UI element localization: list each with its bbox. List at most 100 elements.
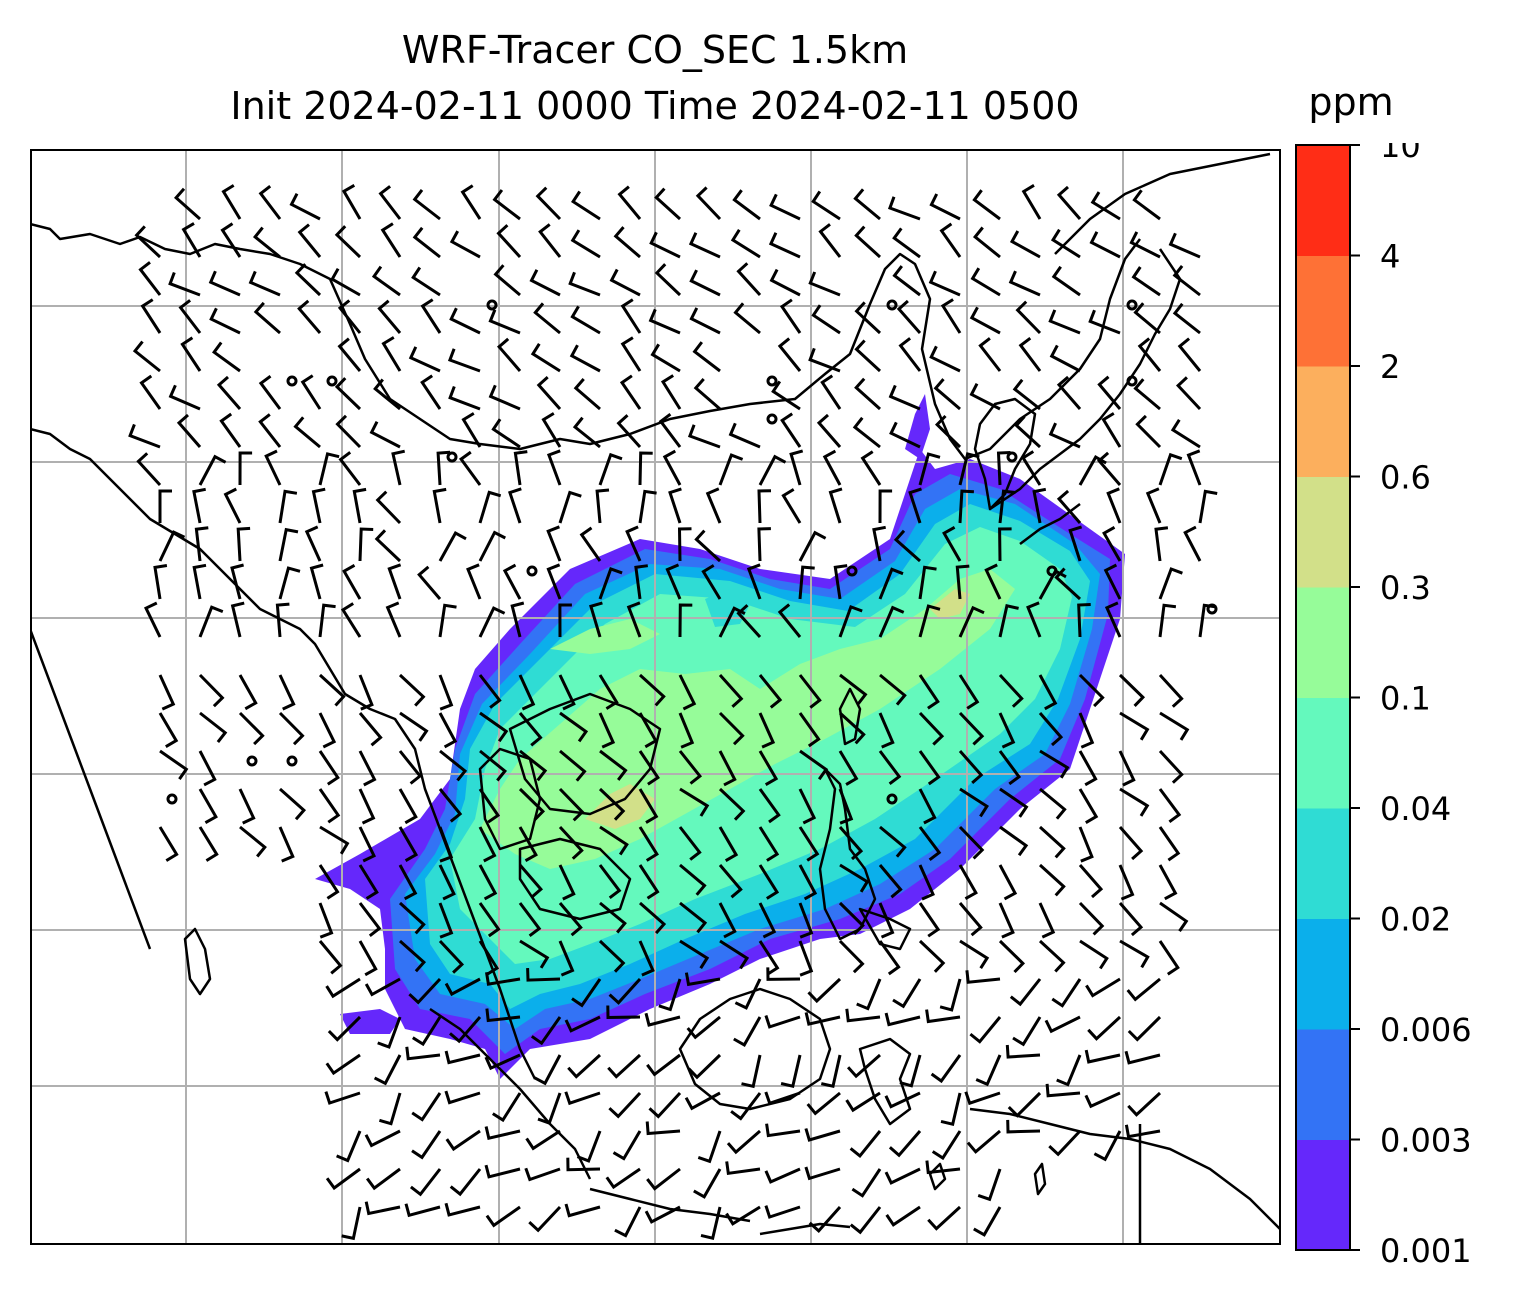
wind-barb (998, 750, 1022, 786)
wind-barb (1124, 1124, 1161, 1139)
colorbar-swatch (1296, 1029, 1350, 1140)
wind-barb (364, 977, 401, 997)
wind-barb (758, 826, 780, 862)
wind-barb (771, 380, 801, 411)
wind-barb (925, 1160, 961, 1175)
wind-barb-calm (886, 299, 898, 311)
wind-barb (318, 452, 340, 486)
wind-barb (878, 750, 902, 785)
wind-barb (689, 269, 721, 297)
wind-barb (638, 750, 660, 786)
wind-barb (764, 1015, 801, 1029)
wind-barb (845, 1008, 881, 1023)
wind-barb (438, 788, 463, 823)
wind-barb (598, 674, 619, 710)
wind-barb (530, 1016, 562, 1046)
wind-barb (1198, 603, 1217, 638)
wind-barb (845, 1091, 881, 1113)
wind-barb (1118, 826, 1144, 861)
wind-barb (798, 788, 817, 825)
wind-barb (1018, 337, 1042, 372)
wind-barb (889, 421, 921, 449)
wind-barb (608, 1091, 642, 1119)
wind-barb-calm (326, 375, 338, 387)
wind-barb (701, 564, 722, 600)
wind-barb (998, 604, 1019, 638)
coastline (429, 1007, 592, 1180)
wind-barb (969, 306, 1001, 335)
wind-barb (132, 340, 161, 373)
wind-barb (340, 602, 362, 638)
coastline (30, 427, 537, 1080)
wind-barb (258, 413, 282, 448)
wind-barb (466, 563, 482, 600)
wind-barb (1158, 940, 1180, 976)
wind-barb (198, 788, 218, 825)
wind-barb (420, 298, 442, 334)
wind-barb (496, 224, 522, 259)
wind-barb (764, 1091, 801, 1106)
wind-barb (318, 864, 340, 900)
wind-barb (236, 526, 251, 562)
wind-barb (757, 489, 772, 524)
wind-barb (293, 416, 321, 449)
wind-barb (728, 422, 761, 449)
wind-barb (558, 787, 585, 822)
wind-barb (958, 864, 978, 901)
wind-barb (525, 1129, 561, 1151)
wind-barb (799, 749, 829, 781)
colorbar-swatch (1296, 366, 1350, 477)
wind-barb-calm (166, 793, 178, 805)
colorbar-tick-label: 0.6 (1380, 459, 1431, 497)
wind-barb (965, 970, 1001, 984)
wind-barb (942, 525, 962, 562)
wind-barb (718, 864, 743, 899)
wind-barb (769, 268, 801, 297)
wind-barb (958, 489, 974, 524)
wind-barb (608, 977, 642, 1005)
wind-barb (492, 189, 521, 221)
wind-barb (337, 299, 362, 334)
wind-barb (918, 565, 937, 600)
wind-barb (679, 863, 707, 896)
wind-barb (648, 1091, 682, 1119)
wind-barb (436, 450, 451, 486)
wind-barb (248, 270, 281, 297)
wind-barb (972, 226, 1001, 259)
wind-barb (449, 1016, 482, 1044)
wind-barb (798, 712, 821, 748)
wind-barb (444, 1202, 481, 1217)
coastline (838, 687, 862, 746)
wind-barb (178, 299, 202, 334)
wind-barb (140, 298, 162, 334)
wind-barb (448, 385, 481, 411)
wind-barb (369, 421, 401, 449)
wind-barb (765, 1123, 801, 1138)
wind-barb (438, 939, 465, 974)
wind-barb (746, 563, 762, 600)
wind-barb (999, 825, 1029, 857)
wind-barb-calm (286, 755, 298, 767)
wind-barb (718, 826, 739, 862)
wind-barb (758, 864, 780, 900)
wind-barb (128, 423, 161, 449)
wind-barb (375, 490, 402, 525)
wind-barb (1154, 526, 1169, 562)
wind-barb (798, 674, 822, 709)
wind-barb (341, 1206, 362, 1241)
wind-barb (780, 1054, 802, 1088)
wind-barb (412, 226, 441, 259)
wind-barb (918, 864, 935, 901)
wind-barb (278, 489, 298, 524)
wind-barb (1007, 1091, 1042, 1118)
wind-barb (899, 1054, 922, 1088)
wind-barb (198, 454, 227, 486)
wind-barb (718, 453, 744, 486)
wind-barb (658, 413, 682, 448)
wind-barb (808, 347, 841, 373)
wind-barb (1084, 1091, 1121, 1109)
plume-contour (550, 619, 660, 654)
wind-barb (239, 825, 267, 858)
wind-barb (278, 826, 295, 863)
wind-barb (972, 189, 1001, 221)
